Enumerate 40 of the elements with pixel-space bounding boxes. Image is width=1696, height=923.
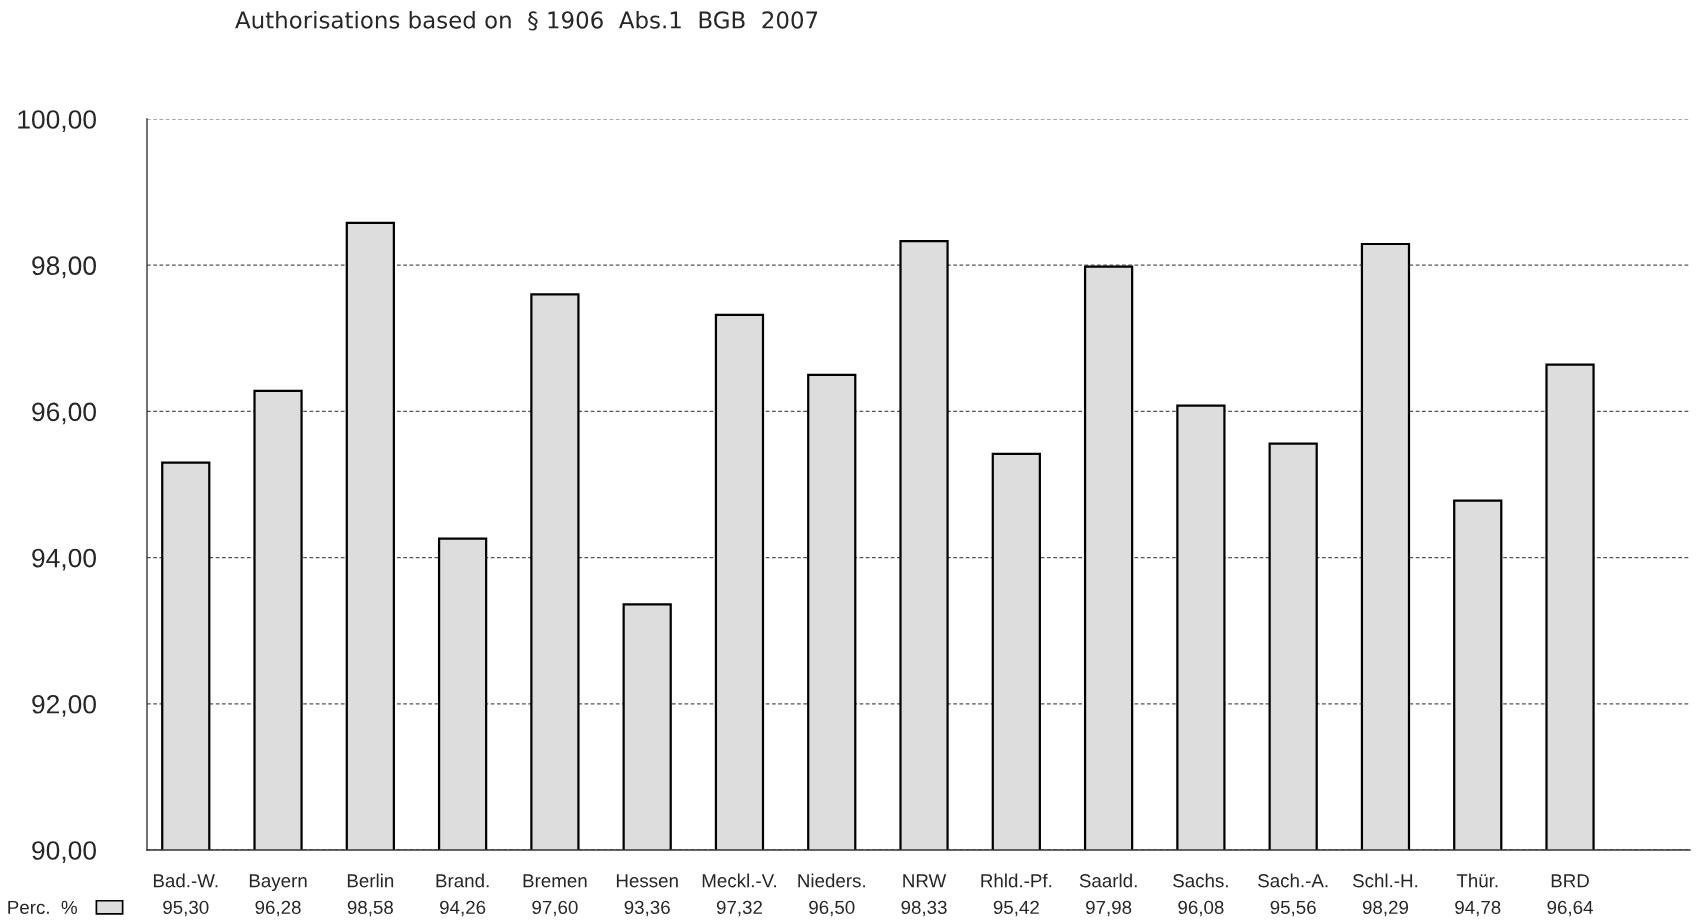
x-tick-label: Brand. — [436, 873, 489, 888]
x-tick-label: Nieders. — [798, 873, 865, 888]
x-tick-label: Saarld. — [1079, 873, 1137, 888]
data-label: 97,60 — [532, 900, 578, 917]
x-tick-label: Bayern — [249, 874, 307, 892]
x-tick-label: Rhld.-Pf. — [981, 873, 1052, 888]
x-tick-label: Bad.-W. — [153, 873, 218, 888]
x-tick-label: Sach.-A. — [1258, 873, 1328, 888]
x-tick-label: Thür. — [1456, 873, 1498, 888]
x-tick-label: NRW — [903, 874, 947, 888]
data-label: 93,36 — [624, 900, 670, 917]
data-label: 97,98 — [1086, 900, 1132, 917]
legend-label: Perc. % — [8, 900, 77, 915]
data-label: 96,50 — [809, 900, 855, 917]
chart-title: Authorisations based on § 1906 Abs.1 BGB 2007 — [235, 10, 818, 31]
x-tick-label: Schl.-H. — [1352, 873, 1418, 888]
x-tick-label: Meckl.-V. — [702, 873, 776, 888]
data-label: 95,30 — [163, 900, 209, 917]
y-tick-label: 94,00 — [32, 548, 96, 571]
y-tick-label: 98,00 — [32, 256, 96, 279]
x-tick-label: Sachs. — [1173, 873, 1228, 888]
data-label: 94,78 — [1455, 900, 1501, 917]
x-tick-label: Bremen — [523, 874, 587, 888]
x-tick-label: Berlin — [347, 873, 394, 888]
data-label: 98,58 — [347, 900, 393, 917]
data-label: 97,32 — [716, 900, 762, 917]
y-tick-label: 96,00 — [32, 402, 96, 425]
data-label: 96,08 — [1178, 900, 1224, 917]
x-tick-label: BRD — [1551, 874, 1589, 888]
data-label: 96,28 — [255, 900, 301, 917]
data-label: 98,29 — [1362, 900, 1409, 917]
y-tick-label: 100,00 — [18, 110, 96, 132]
y-tick-label: 92,00 — [32, 694, 96, 717]
x-tick-label: Hessen — [616, 874, 678, 888]
data-label: 95,42 — [993, 900, 1039, 917]
data-label: 98,33 — [901, 900, 947, 917]
data-label: 95,56 — [1270, 900, 1316, 917]
y-tick-label: 90,00 — [32, 841, 96, 863]
data-label: 96,64 — [1547, 900, 1593, 917]
data-label: 94,26 — [440, 900, 486, 917]
